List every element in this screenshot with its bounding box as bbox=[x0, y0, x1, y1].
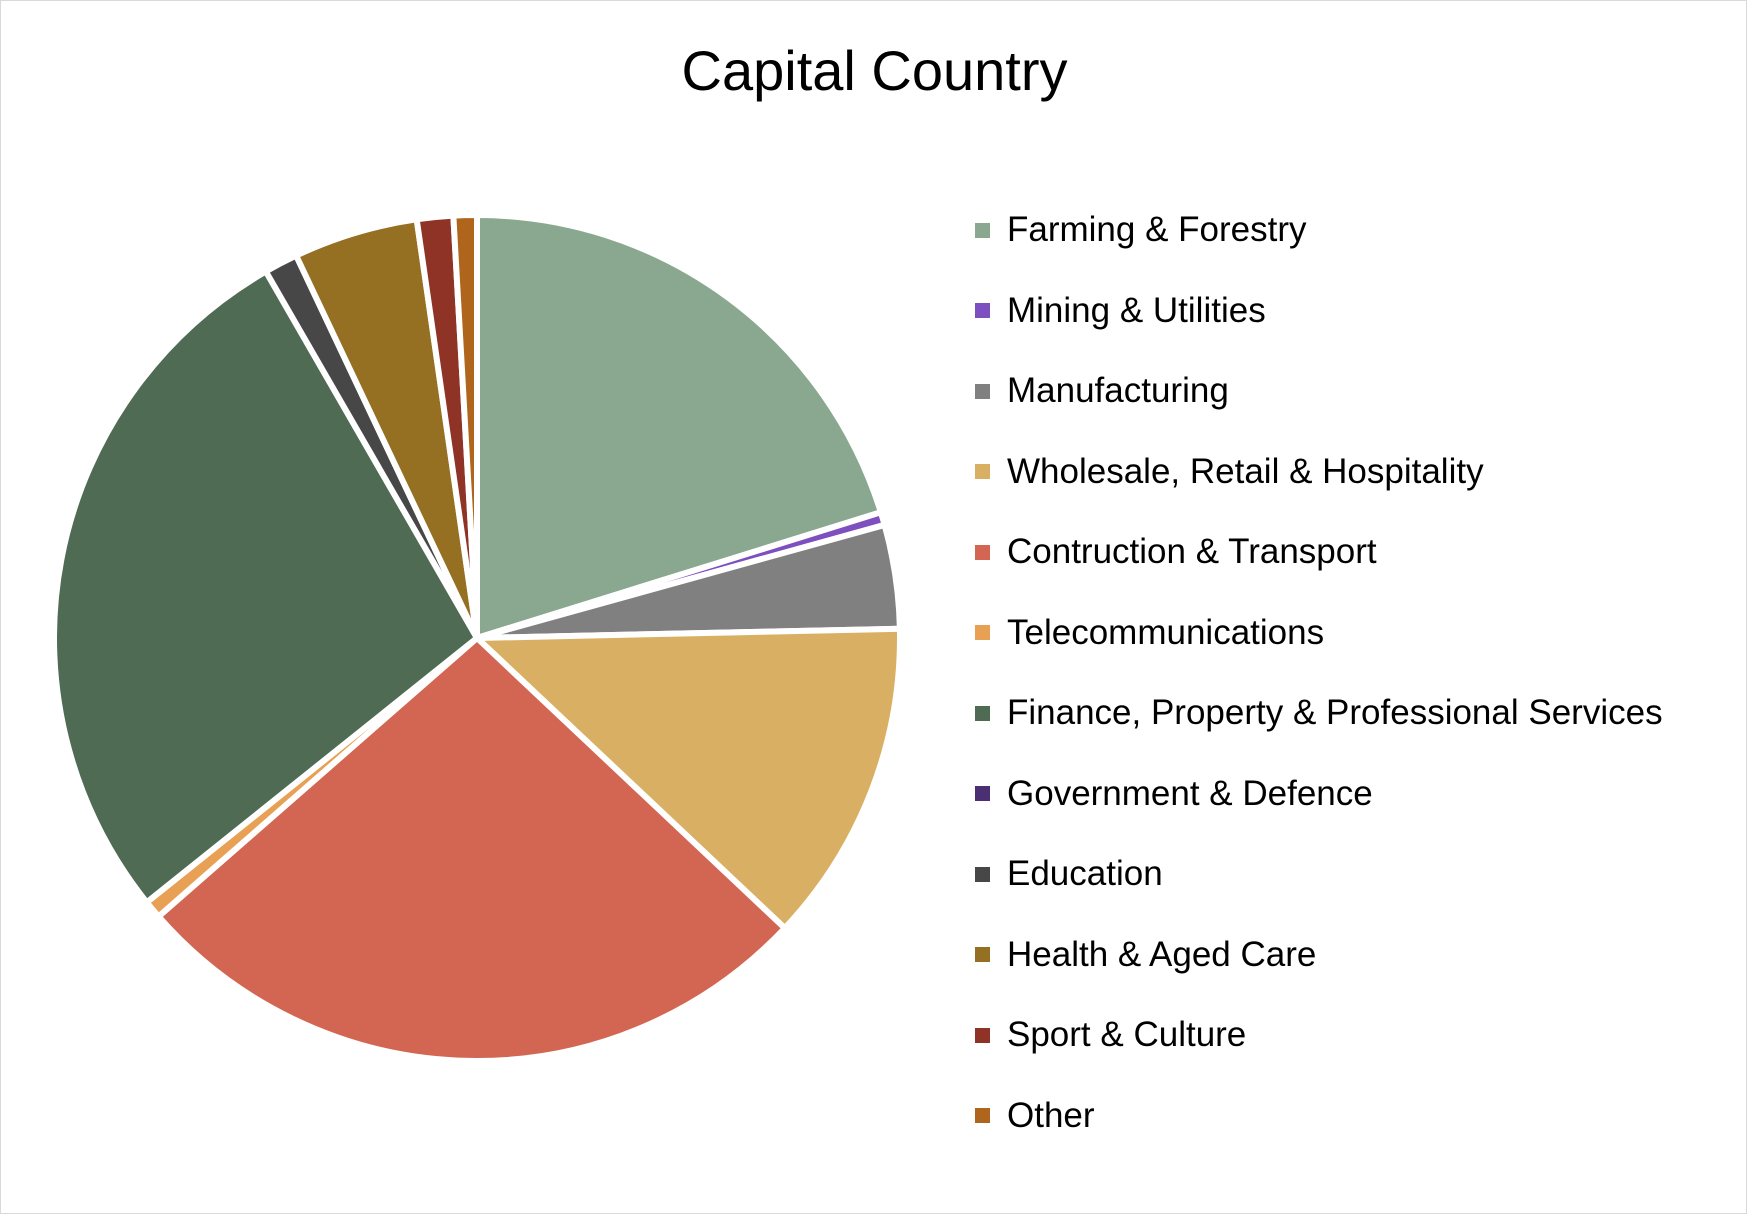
legend-item-education: Education bbox=[975, 834, 1663, 915]
legend-swatch bbox=[975, 1108, 990, 1124]
legend-label: Health & Aged Care bbox=[1007, 934, 1317, 974]
legend-item-wholesale-retail-hospitality: Wholesale, Retail & Hospitality bbox=[975, 432, 1663, 513]
pie-slice-finance-property-professional-services bbox=[51, 268, 480, 906]
legend-item-sport-culture: Sport & Culture bbox=[975, 995, 1663, 1076]
legend-swatch bbox=[975, 303, 990, 319]
legend-item-government-defence: Government & Defence bbox=[975, 754, 1663, 835]
chart-title: Capital Country bbox=[681, 39, 1068, 102]
legend-item-mining-utilities: Mining & Utilities bbox=[975, 271, 1663, 352]
legend-swatch bbox=[975, 464, 990, 480]
legend-item-telecommunications: Telecommunications bbox=[975, 593, 1663, 674]
legend-item-manufacturing: Manufacturing bbox=[975, 351, 1663, 432]
legend-swatch bbox=[975, 222, 990, 238]
legend-label: Sport & Culture bbox=[1007, 1015, 1247, 1055]
legend-swatch bbox=[975, 947, 990, 963]
legend-label: Finance, Property & Professional Service… bbox=[1007, 693, 1663, 733]
legend-label: Wholesale, Retail & Hospitality bbox=[1007, 451, 1484, 491]
legend-swatch bbox=[975, 383, 990, 399]
legend-swatch bbox=[975, 786, 990, 802]
legend-label: Telecommunications bbox=[1007, 612, 1325, 652]
legend-swatch bbox=[975, 625, 990, 641]
legend-item-finance-property-professional-services: Finance, Property & Professional Service… bbox=[975, 673, 1663, 754]
legend-label: Farming & Forestry bbox=[1007, 210, 1307, 250]
legend: Farming & Forestry Mining & Utilities Manu… bbox=[975, 190, 1663, 1156]
legend-swatch bbox=[975, 1027, 990, 1043]
legend-item-other: Other bbox=[975, 1076, 1663, 1157]
legend-label: Education bbox=[1007, 854, 1163, 894]
legend-label: Contruction & Transport bbox=[1007, 532, 1377, 572]
legend-label: Mining & Utilities bbox=[1007, 290, 1266, 330]
legend-swatch bbox=[975, 866, 990, 882]
pie-slice-wholesale-retail-hospitality bbox=[474, 625, 903, 932]
legend-item-farming-forestry: Farming & Forestry bbox=[975, 190, 1663, 271]
legend-label: Government & Defence bbox=[1007, 773, 1373, 813]
legend-swatch bbox=[975, 544, 990, 560]
pie-slice-other bbox=[450, 212, 480, 641]
legend-item-health-aged-care: Health & Aged Care bbox=[975, 915, 1663, 996]
pie-slice-farming-forestry bbox=[474, 212, 884, 641]
legend-swatch bbox=[975, 705, 990, 721]
legend-label: Other bbox=[1007, 1095, 1095, 1135]
pie-slice-contruction-transport bbox=[155, 635, 788, 1064]
legend-label: Manufacturing bbox=[1007, 371, 1229, 411]
legend-item-contruction-transport: Contruction & Transport bbox=[975, 512, 1663, 593]
